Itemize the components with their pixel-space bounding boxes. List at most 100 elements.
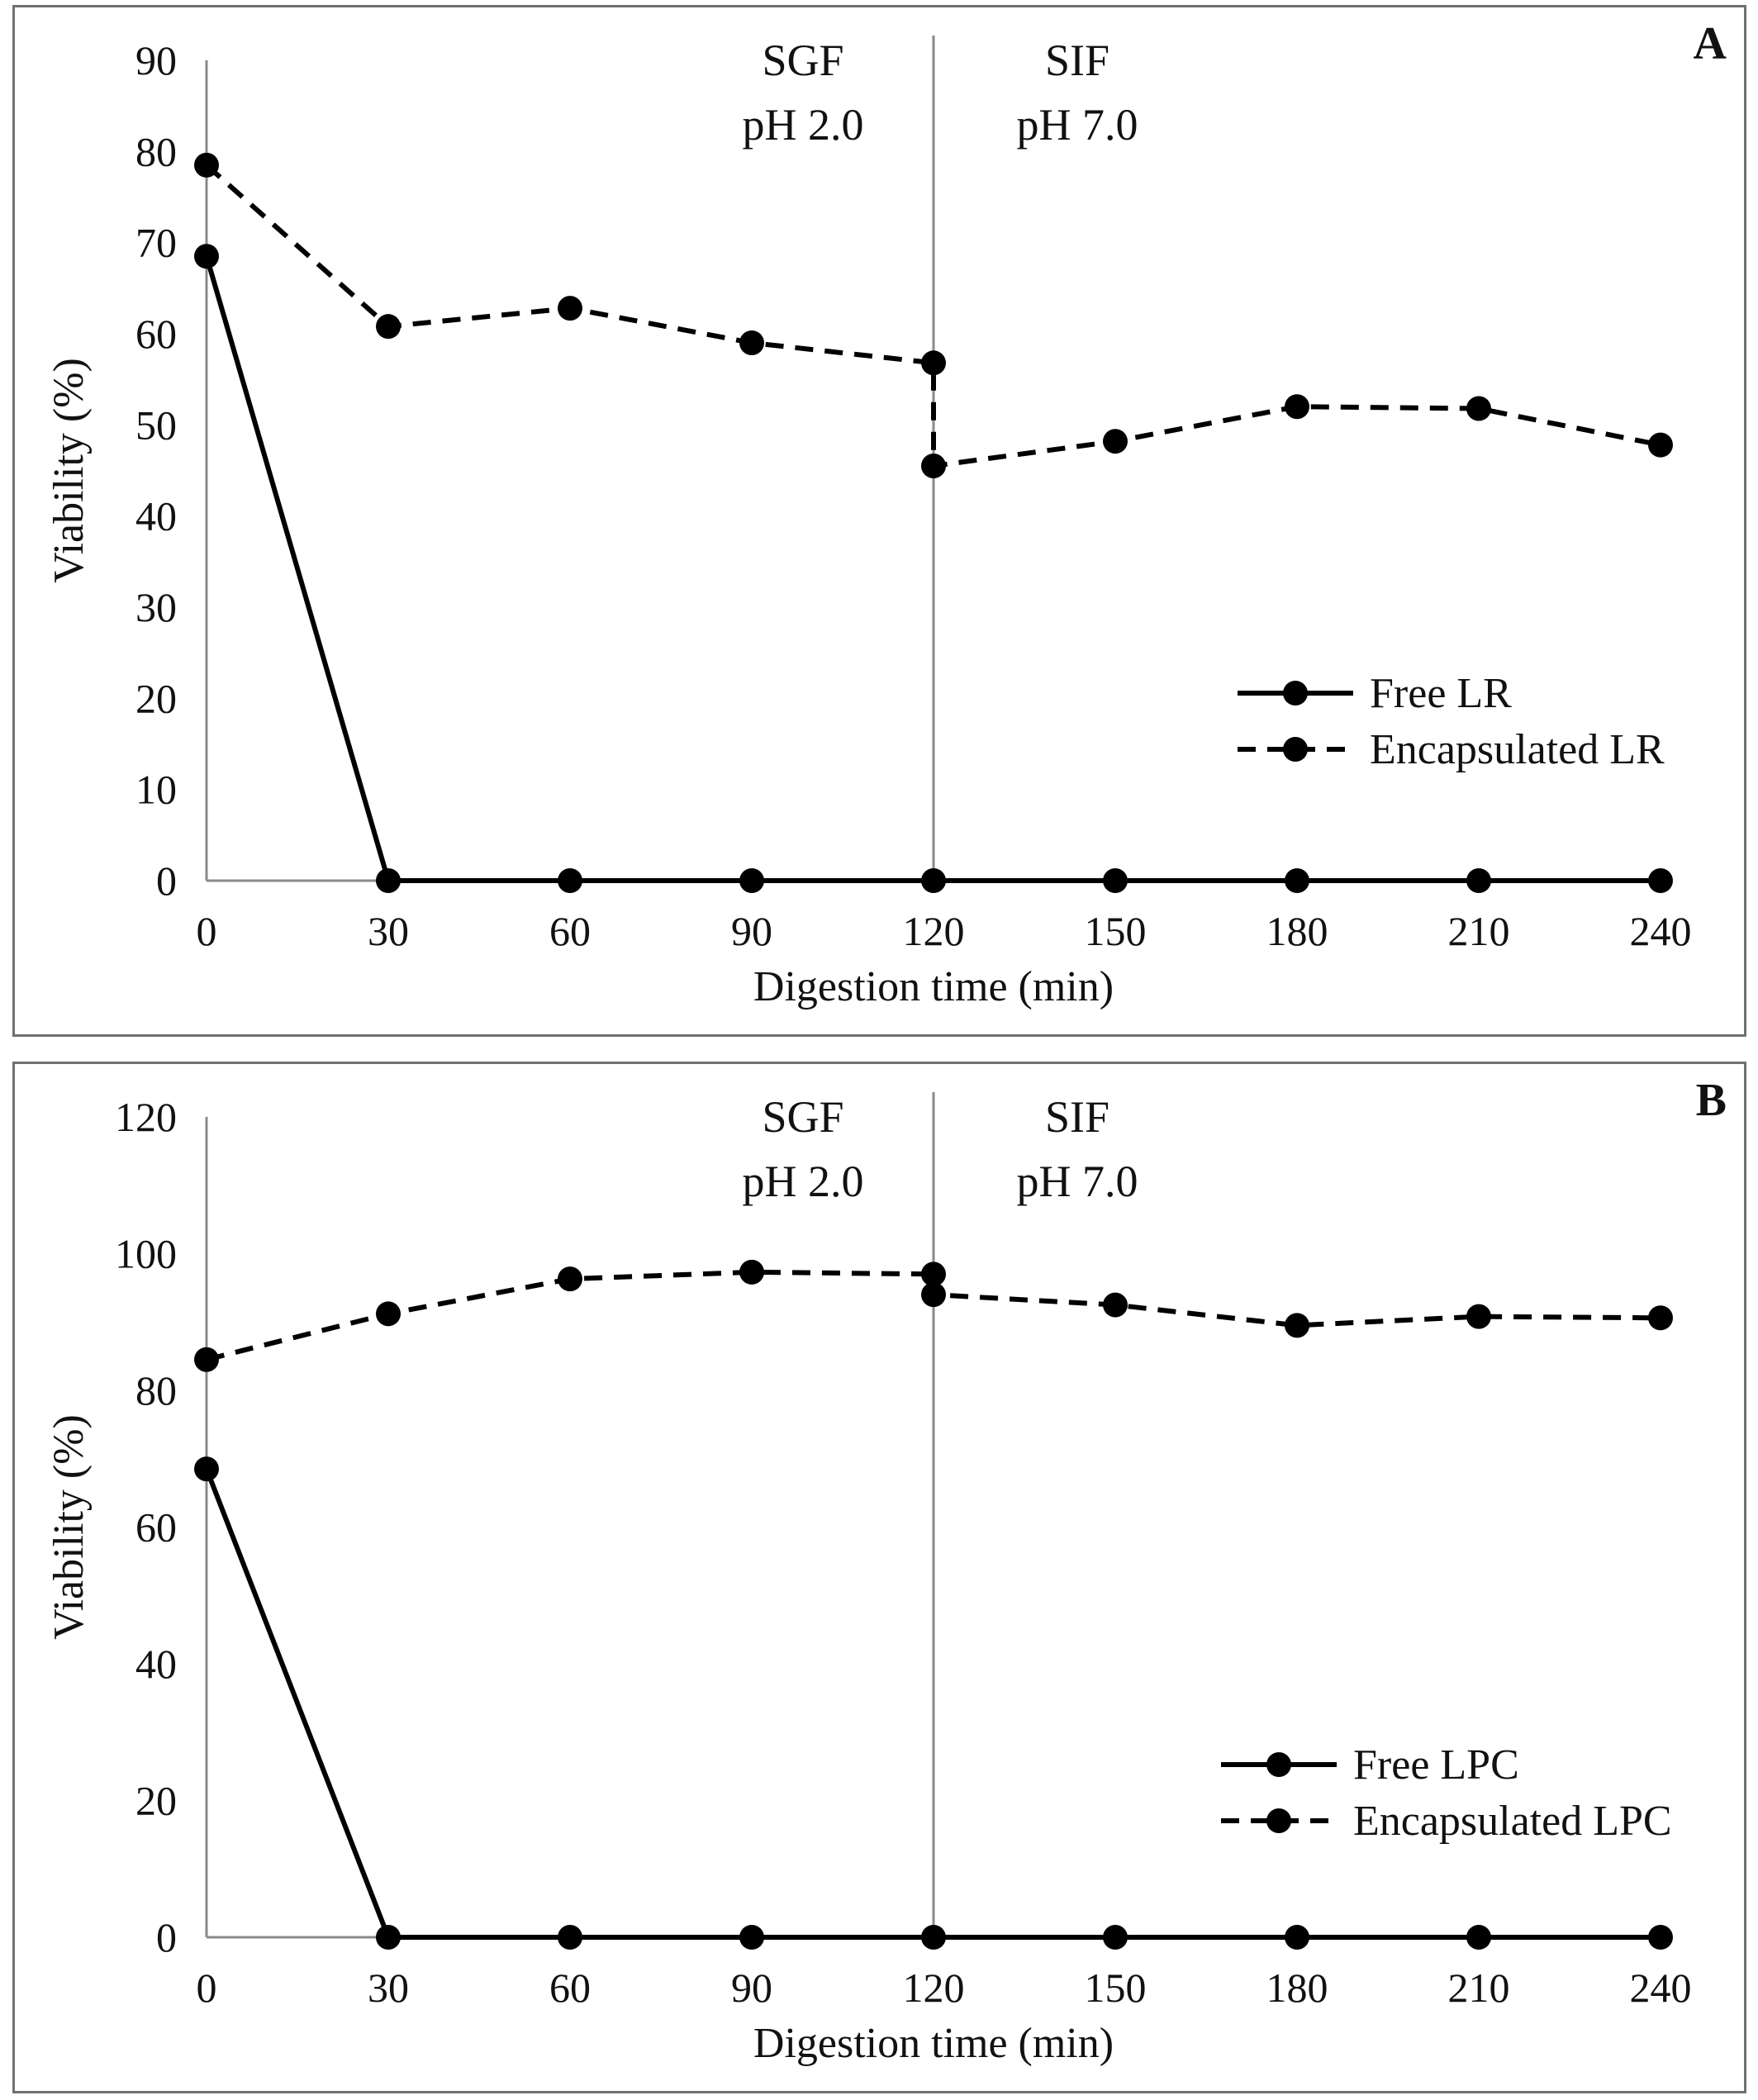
panel-label: A	[1694, 18, 1727, 69]
legend-label: Free LR	[1370, 670, 1512, 717]
x-tick-label: 210	[1448, 1965, 1510, 2011]
y-tick-label: 20	[135, 675, 177, 721]
x-tick-label: 120	[903, 1965, 965, 2011]
x-tick-label: 210	[1448, 908, 1510, 954]
x-tick-label: 120	[903, 908, 965, 954]
y-tick-label: 20	[135, 1778, 177, 1824]
y-tick-label: 60	[135, 311, 177, 357]
data-point	[194, 244, 219, 269]
data-point	[1648, 1305, 1673, 1331]
data-point	[1285, 394, 1309, 420]
data-point	[1285, 868, 1309, 893]
data-point	[1103, 1925, 1128, 1950]
x-axis-title: Digestion time (min)	[753, 963, 1114, 1010]
y-tick-label: 60	[135, 1504, 177, 1551]
x-tick-label: 30	[368, 1965, 409, 2011]
y-tick-label: 0	[156, 858, 177, 904]
y-tick-label: 0	[156, 1914, 177, 1960]
data-point	[921, 350, 946, 376]
legend-marker	[1266, 1752, 1291, 1777]
legend-label: Encapsulated LR	[1370, 726, 1665, 773]
x-tick-label: 0	[197, 908, 217, 954]
data-point	[1103, 868, 1128, 893]
data-point	[1466, 1304, 1491, 1329]
data-point	[739, 330, 764, 356]
data-point	[558, 868, 582, 893]
y-axis-title: Viability (%)	[45, 358, 93, 583]
y-tick-label: 120	[115, 1094, 177, 1140]
data-point	[376, 314, 401, 340]
data-point	[1648, 432, 1673, 458]
data-point	[739, 1925, 764, 1950]
data-point	[558, 1266, 582, 1292]
legend-marker	[1283, 737, 1308, 762]
series-line-encapsulated	[205, 163, 1661, 468]
data-point	[1466, 868, 1491, 893]
phase-label-line1: SGF	[762, 36, 843, 85]
data-point	[376, 1925, 401, 1950]
phase-label-line1: SIF	[1045, 1092, 1109, 1142]
y-tick-label: 30	[135, 584, 177, 630]
y-tick-label: 80	[135, 1367, 177, 1413]
data-point	[376, 868, 401, 893]
data-point	[558, 1925, 582, 1950]
x-tick-label: 240	[1630, 908, 1692, 954]
x-tick-label: 60	[549, 1965, 591, 2011]
data-point	[194, 152, 219, 178]
y-axis-title: Viability (%)	[45, 1414, 93, 1640]
x-tick-label: 150	[1085, 1965, 1147, 2011]
x-tick-label: 30	[368, 908, 409, 954]
chart-a-svg: 0 10 20 30 40 50 60 70 80 90 0 30 60 90 120 150 180 210 24…	[45, 18, 1727, 1010]
data-point	[376, 1301, 401, 1327]
data-point	[739, 868, 764, 893]
y-tick-label: 50	[135, 401, 177, 448]
legend-label: Free LPC	[1353, 1741, 1519, 1789]
data-point	[194, 1456, 219, 1482]
phase-label-line2: pH 7.0	[1017, 100, 1138, 150]
y-tick-label: 90	[135, 37, 177, 83]
data-point	[558, 296, 582, 321]
phase-label-line2: pH 7.0	[1017, 1157, 1138, 1206]
legend-marker	[1283, 681, 1308, 706]
data-point	[921, 1925, 946, 1950]
data-point	[921, 453, 946, 478]
phase-label-line1: SGF	[762, 1092, 843, 1142]
x-tick-label: 60	[549, 908, 591, 954]
y-tick-label: 100	[115, 1231, 177, 1277]
data-point	[1103, 429, 1128, 454]
panel-label: B	[1696, 1075, 1727, 1126]
legend-marker	[1266, 1808, 1291, 1833]
data-point	[1466, 1925, 1491, 1950]
legend-label: Encapsulated LPC	[1353, 1798, 1672, 1845]
y-tick-label: 10	[135, 767, 177, 813]
x-tick-label: 150	[1085, 908, 1147, 954]
data-point	[739, 1259, 764, 1285]
y-tick-label: 80	[135, 128, 177, 174]
data-point	[1103, 1292, 1128, 1318]
x-tick-label: 90	[731, 1965, 772, 2011]
data-point	[921, 868, 946, 893]
y-tick-label: 70	[135, 220, 177, 266]
x-tick-label: 240	[1630, 1965, 1692, 2011]
data-point	[194, 1347, 219, 1372]
chart-b-svg: 0 20 40 60 80 100 120 0 30 60 90 120 150 180 210 240 Dig…	[45, 1075, 1727, 2067]
x-tick-label: 180	[1266, 908, 1328, 954]
phase-label-line2: pH 2.0	[743, 1157, 864, 1206]
phase-label-line1: SIF	[1045, 36, 1109, 85]
y-tick-label: 40	[135, 1641, 177, 1687]
data-point	[1285, 1925, 1309, 1950]
data-point	[1648, 868, 1673, 893]
x-axis-title: Digestion time (min)	[753, 2020, 1114, 2067]
x-tick-label: 180	[1266, 1965, 1328, 2011]
data-point	[1466, 396, 1491, 421]
x-tick-label: 90	[731, 908, 772, 954]
chart-panel-a: 0 10 20 30 40 50 60 70 80 90 0 30 60 90 120 150 180 210 24…	[12, 5, 1746, 1037]
y-tick-label: 40	[135, 493, 177, 539]
data-point	[921, 1282, 946, 1308]
chart-panel-b: 0 20 40 60 80 100 120 0 30 60 90 120 150 180 210 240 Dig…	[12, 1062, 1746, 2093]
data-point	[921, 1261, 946, 1287]
data-point	[1648, 1925, 1673, 1950]
x-tick-label: 0	[197, 1965, 217, 2011]
phase-label-line2: pH 2.0	[743, 100, 864, 150]
data-point	[1285, 1313, 1309, 1338]
